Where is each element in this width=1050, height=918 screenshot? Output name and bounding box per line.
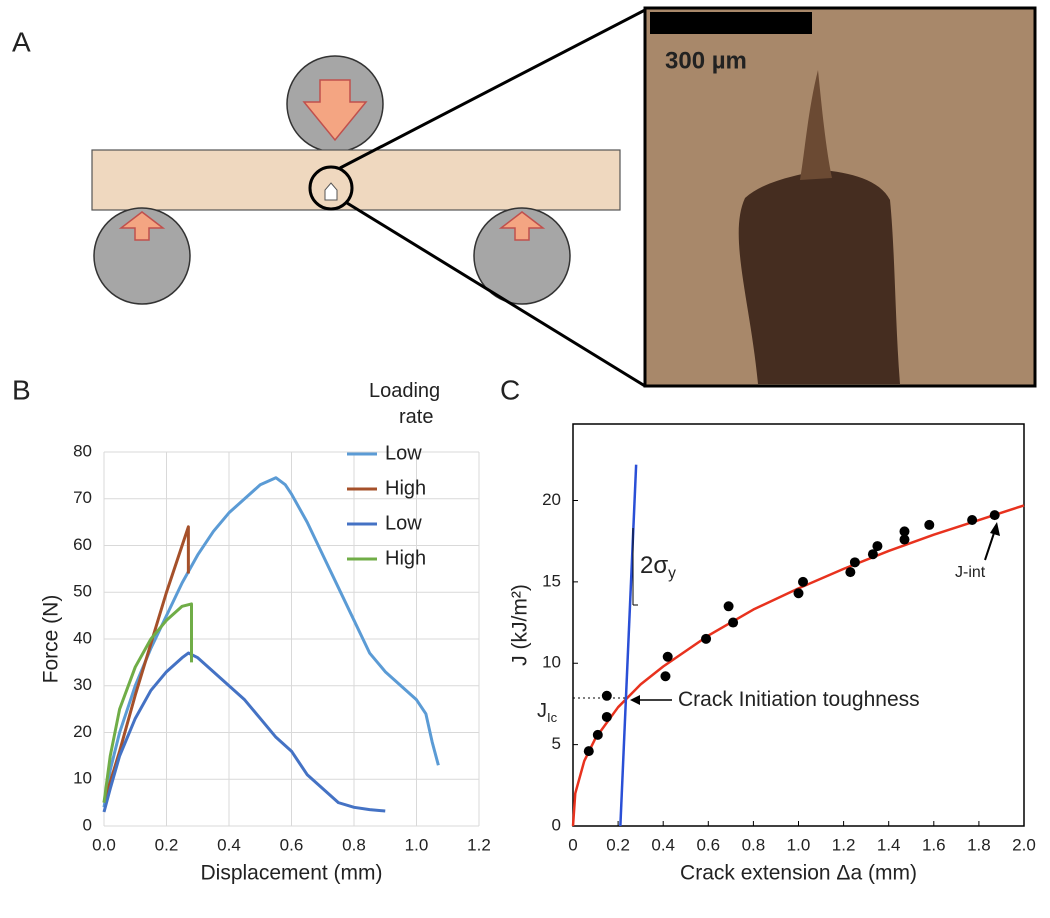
x-tick-label: 2.0 xyxy=(1012,835,1036,854)
data-point xyxy=(899,526,910,537)
x-tick-label: 1.8 xyxy=(967,835,991,854)
data-point xyxy=(583,746,594,757)
x-tick-label: 0 xyxy=(568,835,577,854)
x-tick-label: 0.6 xyxy=(696,835,720,854)
y-axis-label: J (kJ/m²) xyxy=(509,584,532,666)
data-point xyxy=(798,576,809,587)
y-tick-label: 20 xyxy=(73,722,92,741)
data-line xyxy=(102,525,190,804)
data-point xyxy=(601,711,612,722)
x-tick-label: 1.2 xyxy=(832,835,856,854)
x-tick-label: 0.6 xyxy=(280,835,304,854)
x-axis-label: Crack extension Δa (mm) xyxy=(680,862,917,885)
data-point xyxy=(701,633,712,644)
x-tick-label: 0.2 xyxy=(606,835,630,854)
data-point xyxy=(845,567,856,578)
data-point xyxy=(793,588,804,599)
annotation-text: J-int xyxy=(955,564,986,581)
x-tick-label: 0.2 xyxy=(155,835,179,854)
y-tick-label: 10 xyxy=(542,653,561,672)
annotation: JIc xyxy=(537,700,558,725)
data-point xyxy=(924,519,935,530)
data-point xyxy=(967,515,978,526)
arrow xyxy=(984,529,996,561)
annotation: Crack Initiation toughness xyxy=(678,688,920,711)
x-axis-label: Displacement (mm) xyxy=(200,862,382,885)
arrow-head xyxy=(630,695,640,705)
annotation: J-int xyxy=(955,564,986,581)
y-tick-label: 80 xyxy=(73,441,92,460)
x-tick-label: 0.8 xyxy=(742,835,766,854)
y-axis-label: Force (N) xyxy=(40,595,63,684)
data-point xyxy=(601,690,612,701)
panel-label: B xyxy=(12,374,31,405)
y-tick-label: 60 xyxy=(73,535,92,554)
annotation-text: Crack Initiation toughness xyxy=(678,688,920,711)
three-point-bend-diagram xyxy=(91,8,646,388)
y-tick-label: 0 xyxy=(552,815,561,834)
data-point xyxy=(867,549,878,560)
micrograph: 300 µm xyxy=(643,6,1037,388)
y-tick-label: 40 xyxy=(73,628,92,647)
data-point xyxy=(849,557,860,568)
scale-bar-label: 300 µm xyxy=(665,47,747,74)
y-tick-label: 10 xyxy=(73,769,92,788)
data-point xyxy=(899,534,910,545)
data-point xyxy=(872,541,883,552)
x-tick-label: 0.4 xyxy=(651,835,675,854)
data-point xyxy=(723,601,734,612)
legend-label: Low xyxy=(385,442,422,464)
x-tick-label: 1.6 xyxy=(922,835,946,854)
y-tick-label: 0 xyxy=(83,815,92,834)
fit-line xyxy=(619,464,638,827)
y-tick-label: 20 xyxy=(542,490,561,509)
legend-label: High xyxy=(385,477,426,499)
x-tick-label: 1.0 xyxy=(405,835,429,854)
x-tick-label: 1.4 xyxy=(877,835,901,854)
annotation-text: 2σ xyxy=(640,552,668,579)
arrow-head xyxy=(990,522,1000,536)
panel-label: A xyxy=(12,26,31,57)
annotation-text: J xyxy=(537,700,547,722)
data-line xyxy=(102,476,440,808)
x-tick-label: 0.4 xyxy=(217,835,241,854)
data-line xyxy=(102,602,193,803)
y-tick-label: 15 xyxy=(542,571,561,590)
data-point xyxy=(592,729,603,740)
annotation: 2σy xyxy=(640,552,676,582)
annotation-subscript: y xyxy=(668,565,676,582)
panel-label: C xyxy=(500,374,520,405)
legend-title: Loading rate xyxy=(369,380,446,428)
x-tick-label: 1.0 xyxy=(787,835,811,854)
plot-frame xyxy=(572,423,1025,827)
data-point xyxy=(728,617,739,628)
annotation-subscript: Ic xyxy=(547,710,558,725)
y-tick-label: 70 xyxy=(73,488,92,507)
y-tick-label: 30 xyxy=(73,675,92,694)
data-line xyxy=(102,651,386,813)
data-point xyxy=(989,510,1000,521)
data-point xyxy=(660,671,671,682)
legend-label: Low xyxy=(385,512,422,534)
y-tick-label: 5 xyxy=(552,734,561,753)
data-point xyxy=(662,651,673,662)
legend-label: High xyxy=(385,547,426,569)
x-tick-label: 0.8 xyxy=(342,835,366,854)
x-tick-label: 1.2 xyxy=(467,835,491,854)
y-tick-label: 50 xyxy=(73,582,92,601)
x-tick-label: 0.0 xyxy=(92,835,116,854)
